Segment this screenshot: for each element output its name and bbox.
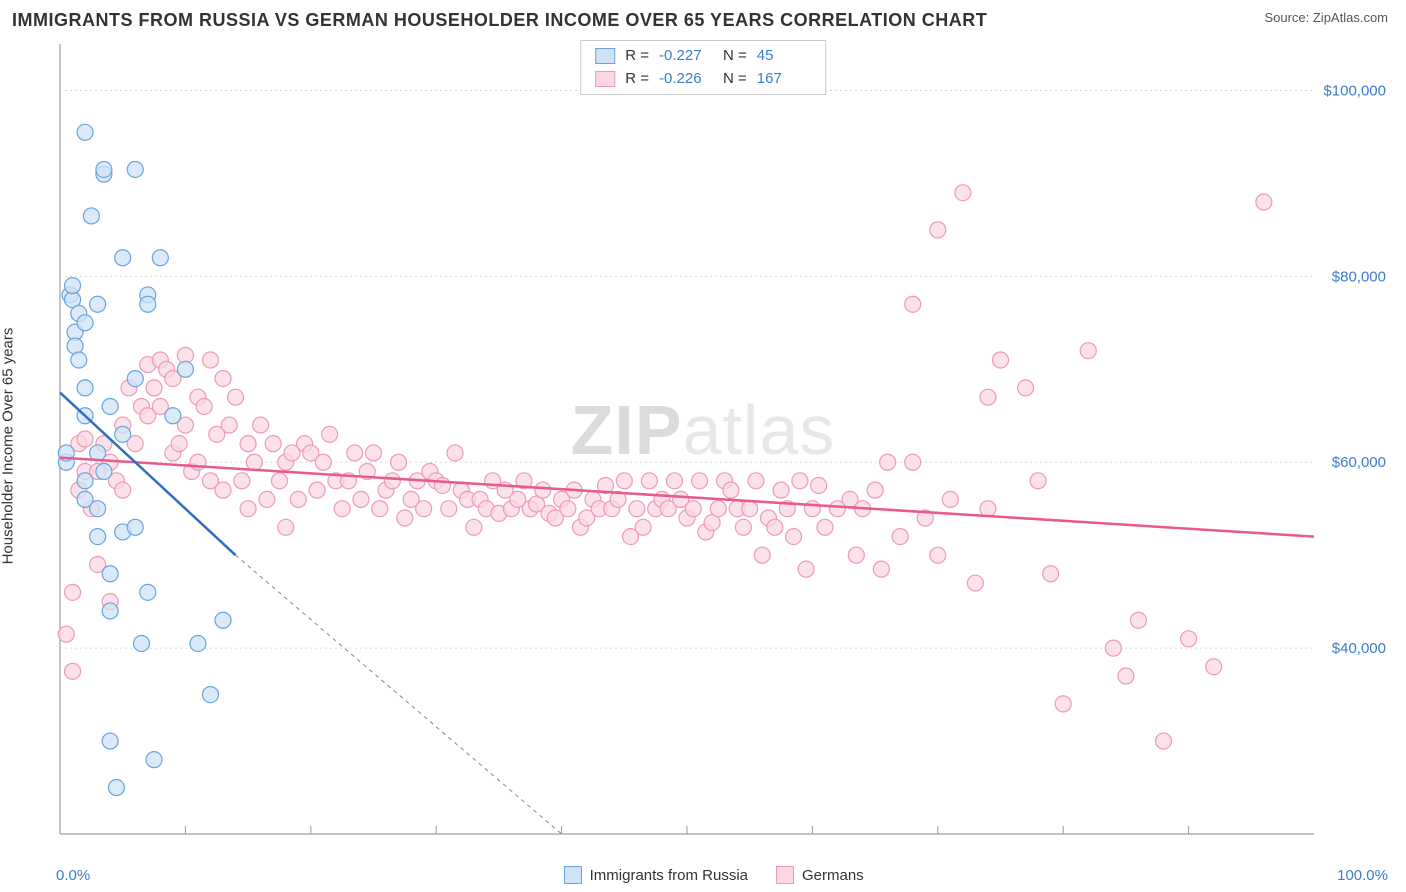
svg-text:$100,000: $100,000 <box>1323 82 1386 99</box>
legend-swatch-blue <box>564 866 582 884</box>
n-value-pink: 167 <box>757 68 811 91</box>
n-label: N = <box>723 45 747 68</box>
chart-title: IMMIGRANTS FROM RUSSIA VS GERMAN HOUSEHO… <box>12 10 987 31</box>
r-value-blue: -0.227 <box>659 45 713 68</box>
legend-swatch-pink <box>595 71 615 87</box>
scatter-plot: $40,000 $60,000 $80,000 $100,000 <box>56 40 1394 852</box>
legend-swatch-blue <box>595 48 615 64</box>
legend-label-pink: Germans <box>802 867 864 884</box>
r-label: R = <box>625 45 649 68</box>
legend-label-blue: Immigrants from Russia <box>590 867 748 884</box>
legend-swatch-pink <box>776 866 794 884</box>
correlation-legend: R = -0.227 N = 45 R = -0.226 N = 167 <box>580 40 826 95</box>
svg-text:$60,000: $60,000 <box>1332 454 1386 471</box>
chart-area: Householder Income Over 65 years R = -0.… <box>12 40 1394 852</box>
x-axis-min-label: 0.0% <box>56 867 90 884</box>
series-legend: Immigrants from Russia Germans <box>564 866 864 884</box>
svg-text:$80,000: $80,000 <box>1332 268 1386 285</box>
n-label: N = <box>723 68 747 91</box>
r-label: R = <box>625 68 649 91</box>
x-axis-max-label: 100.0% <box>1337 867 1388 884</box>
r-value-pink: -0.226 <box>659 68 713 91</box>
y-axis-label: Householder Income Over 65 years <box>0 328 17 565</box>
source-label: Source: ZipAtlas.com <box>1264 10 1388 25</box>
n-value-blue: 45 <box>757 45 811 68</box>
svg-text:$40,000: $40,000 <box>1332 640 1386 657</box>
